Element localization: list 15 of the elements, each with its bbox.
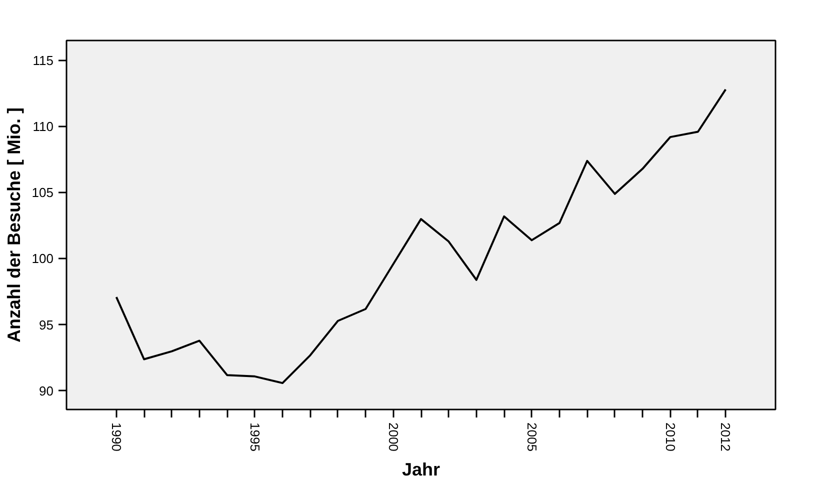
y-tick-label: 100 <box>32 251 54 266</box>
y-tick-label: 90 <box>39 383 54 398</box>
x-tick-label: 1990 <box>108 422 124 452</box>
x-tick-label: 1995 <box>247 422 262 452</box>
y-axis-title: Anzahl der Besuche [ Mio. ] <box>4 107 24 343</box>
x-tick-label: 2010 <box>662 422 678 452</box>
x-axis-title: Jahr <box>402 459 440 480</box>
y-tick-label: 105 <box>32 185 54 200</box>
line-series <box>115 88 727 384</box>
x-tick-label: 2012 <box>718 422 734 452</box>
y-tick-label: 115 <box>32 52 54 68</box>
y-tick-label: 110 <box>32 118 54 134</box>
x-tick-label: 2000 <box>386 422 401 452</box>
x-tick-label: 2005 <box>524 422 540 452</box>
y-tick-label: 95 <box>39 317 54 332</box>
